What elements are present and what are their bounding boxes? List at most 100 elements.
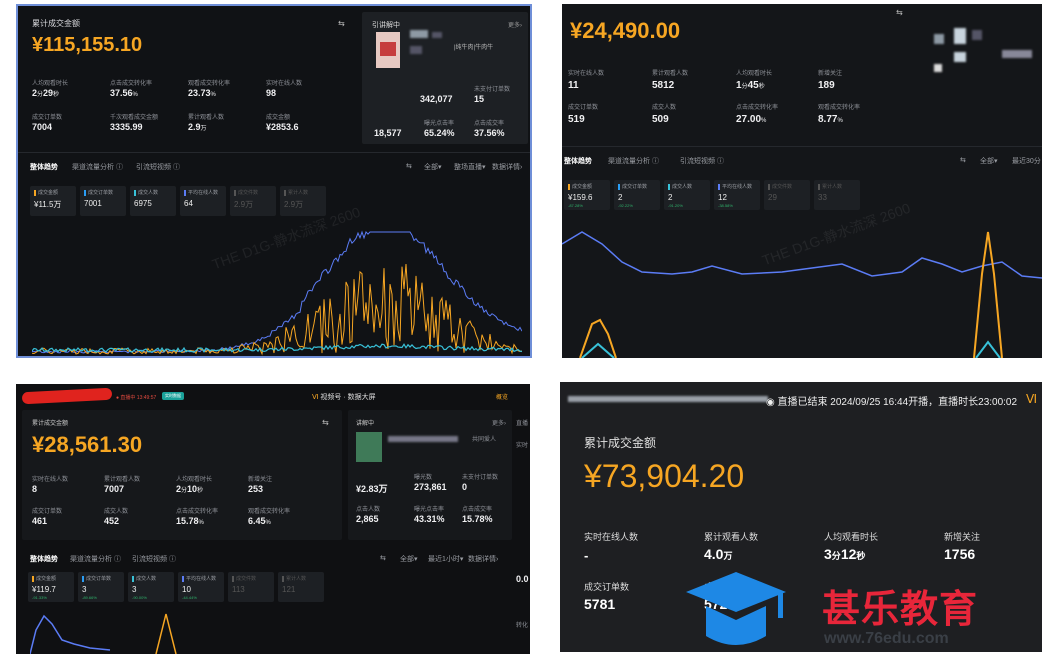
metric-card[interactable]: 累计人数 121: [278, 572, 324, 602]
swap-icon[interactable]: ⇆: [896, 8, 903, 17]
metric-value: 7001: [84, 199, 102, 208]
filter-data-details[interactable]: 数据详情›: [468, 556, 499, 563]
filter-data-details[interactable]: 数据详情›: [492, 164, 523, 171]
stat-label: 点击成交转化率: [176, 509, 219, 515]
live-ended-status: ◉ 直播已结束 2024/09/25 16:44开播，直播时长23:00:02: [766, 397, 1018, 408]
realtime-badge[interactable]: 实时数据: [162, 392, 184, 400]
metric-value: 12: [718, 193, 727, 202]
stat-label: 点击成交转化率: [110, 81, 153, 87]
side-stat-value: 18,577: [374, 128, 402, 138]
stat-value: 6.45%: [248, 516, 271, 526]
explaining-card: 讲解中 更多› 共同爱人 曝光数 未支付订单数 ¥2.83万 273,861 0…: [348, 410, 512, 540]
stat-label: 累计观看人数: [704, 532, 759, 542]
stat-label: 人均观看时长: [824, 532, 879, 542]
dashboard-panel-2: ¥24,490.00 ⇆ 实时在线人数 11 累计观看人数 5812 人均观看时…: [562, 4, 1042, 358]
side-stat-value: 15.78%: [462, 514, 493, 524]
stat-label: 新增关注: [944, 532, 981, 542]
product-tag: 共同爱人: [472, 437, 497, 443]
metric-card[interactable]: 平均在线人数 64: [180, 186, 226, 216]
metric-card[interactable]: 成交金额 ¥119.7 -91.33%: [28, 572, 74, 602]
gmv-line: [579, 318, 617, 358]
stat-value: 15.78%: [176, 516, 204, 526]
tab-overall-trend[interactable]: 整体趋势: [30, 556, 58, 563]
metric-card[interactable]: 平均在线人数 10 -44.44%: [178, 572, 224, 602]
metric-delta: -91.20%: [668, 203, 683, 208]
metric-card[interactable]: 成交件数 2.9万: [230, 186, 276, 216]
metric-card[interactable]: 成交件数 29: [764, 180, 810, 210]
stat-label: 新增关注: [818, 71, 843, 77]
product-thumbnail: [376, 32, 400, 68]
metric-value: 33: [818, 193, 827, 202]
metric-card[interactable]: 成交人数 3 -90.00%: [128, 572, 174, 602]
side-stat-value: 342,077: [420, 94, 453, 104]
stat-value: 11: [568, 80, 579, 91]
metric-card[interactable]: 成交件数 113: [228, 572, 274, 602]
metric-label: 成交订单数: [618, 183, 647, 190]
stat-value: 519: [568, 114, 585, 125]
stat-label: 成交订单数: [32, 115, 63, 121]
swap-icon[interactable]: ⇆: [338, 19, 345, 28]
side-stat-value: 273,861: [414, 482, 447, 492]
filter-all[interactable]: 全部▾: [424, 164, 442, 171]
stat-value: 461: [32, 516, 48, 526]
filter-all[interactable]: 全部▾: [980, 158, 998, 165]
tab-channel-traffic[interactable]: 渠道流量分析 ⓘ: [70, 556, 121, 563]
stat-label: 人均观看时长: [176, 477, 213, 483]
live-status: ● 直播中 13:49:57: [116, 395, 157, 401]
metric-value: ¥159.6: [568, 193, 593, 202]
metric-value: 2: [618, 193, 623, 202]
filter-session[interactable]: 整场直播▾: [454, 164, 486, 171]
metric-card[interactable]: 成交订单数 7001: [80, 186, 126, 216]
metric-card[interactable]: 成交人数 6975: [130, 186, 176, 216]
metric-card[interactable]: 平均在线人数 12 -38.58%: [714, 180, 760, 210]
swap-icon[interactable]: ⇆: [322, 418, 329, 427]
tab-short-video[interactable]: 引流短视频 ⓘ: [136, 164, 180, 171]
stat-label: 实时在线人数: [266, 81, 303, 87]
online-viewers-line: [562, 231, 1042, 279]
stat-label: 实时在线人数: [32, 477, 69, 483]
gmv-label: 累计成交金额: [584, 436, 657, 450]
stat-value: 5781: [584, 596, 616, 612]
filter-time-range[interactable]: 最近30分: [1012, 158, 1041, 165]
tab-overall-trend[interactable]: 整体趋势: [564, 158, 592, 165]
metric-value: ¥11.5万: [34, 200, 62, 209]
metric-value: ¥119.7: [32, 585, 56, 594]
metric-label: 平均在线人数: [718, 183, 752, 190]
filter-swap-icon[interactable]: ⇆: [380, 555, 386, 562]
metric-card[interactable]: 成交订单数 3 -89.66%: [78, 572, 124, 602]
filter-swap-icon[interactable]: ⇆: [960, 157, 966, 164]
tab-channel-traffic[interactable]: 渠道流量分析 ⓘ: [72, 164, 123, 171]
filter-time-range[interactable]: 最近1小时▾: [428, 556, 464, 563]
explaining-title: 讲解中: [356, 421, 375, 427]
filter-swap-icon[interactable]: ⇆: [406, 163, 412, 170]
gmv-line: [973, 231, 1003, 358]
trend-chart: [30, 613, 177, 654]
tab-short-video[interactable]: 引流短视频 ⓘ: [132, 556, 176, 563]
stat-value: 5812: [652, 80, 675, 91]
stat-value: 23.73%: [188, 88, 216, 98]
more-link[interactable]: 更多›: [492, 421, 506, 427]
stat-value: 452: [104, 516, 120, 526]
product-title-snippet: |纯牛肉|牛肉牛: [454, 45, 494, 51]
overview-tab[interactable]: 概览: [496, 395, 509, 401]
metric-delta: -91.33%: [32, 595, 47, 600]
tab-channel-traffic[interactable]: 渠道流量分析 ⓘ: [608, 158, 659, 165]
side-stat-label: 点击人数: [356, 507, 381, 513]
metric-label: 成交金额: [34, 189, 58, 196]
metric-card[interactable]: 成交金额 ¥159.6 -87.28%: [564, 180, 610, 210]
side-stat-value: 15: [474, 94, 485, 104]
metric-label: 平均在线人数: [182, 575, 216, 582]
stat-value: 2分29秒: [32, 88, 60, 98]
more-link[interactable]: 更多›: [508, 23, 522, 29]
side-stat-label: 点击成交率: [462, 507, 493, 513]
metric-delta: -44.44%: [182, 595, 197, 600]
metric-value: 2.9万: [234, 200, 254, 209]
metric-card[interactable]: 累计人数 33: [814, 180, 860, 210]
metric-card[interactable]: 成交订单数 2 -92.22%: [614, 180, 660, 210]
filter-all[interactable]: 全部▾: [400, 556, 418, 563]
metric-card[interactable]: 成交人数 2 -91.20%: [664, 180, 710, 210]
tab-overall-trend[interactable]: 整体趋势: [30, 164, 58, 171]
metric-card[interactable]: 累计人数 2.9万: [280, 186, 326, 216]
tab-short-video[interactable]: 引流短视频 ⓘ: [680, 158, 724, 165]
metric-card[interactable]: 成交金额 ¥11.5万: [30, 186, 76, 216]
